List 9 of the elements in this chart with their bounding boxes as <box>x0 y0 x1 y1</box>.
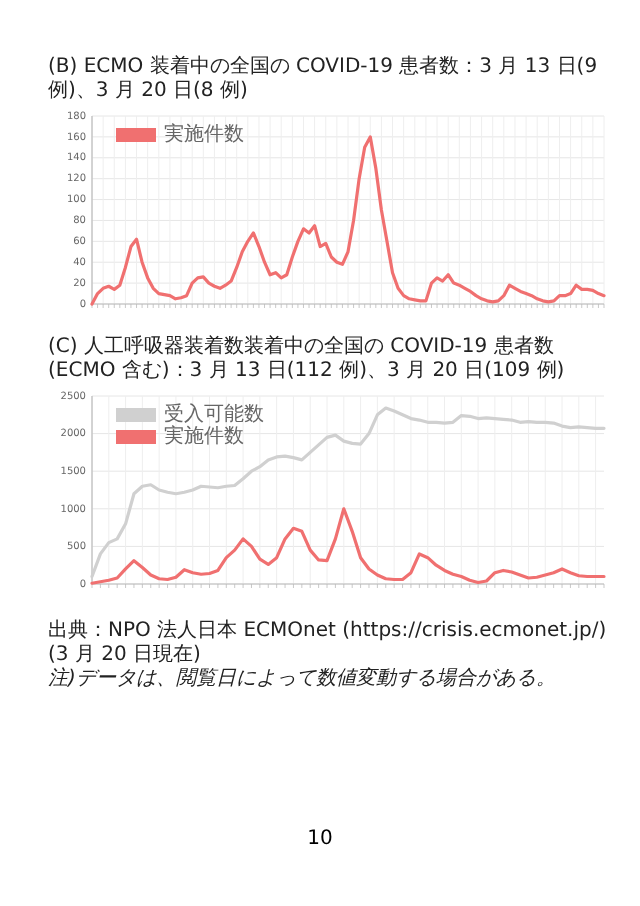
legend-label: 実施件数 <box>164 424 244 449</box>
chart-title: (C) 人工呼吸器装着数装着中の全国の COVID-19 患者数(ECMO 含む)：3 月 13 日(112 例)、3 月 20 日(109 例) <box>48 336 567 384</box>
text: 注)データは、閲覧日によって数値変動する場合がある。 <box>48 668 558 692</box>
legend-label: 実施件数 <box>164 122 244 147</box>
source-note: 出典：NPO 法人日本 ECMOnet (https://crisis.ecmonet.jp/)(3 月 20 日現在) <box>48 620 609 667</box>
chart-title: (B) ECMO 装着中の全国の COVID-19 患者数：3 月 13 日(9 例)、3 月 20 日(8 例) <box>48 56 600 104</box>
legend-label: 受入可能数 <box>164 402 264 427</box>
line-series <box>90 406 606 579</box>
text: 10 <box>305 828 335 850</box>
